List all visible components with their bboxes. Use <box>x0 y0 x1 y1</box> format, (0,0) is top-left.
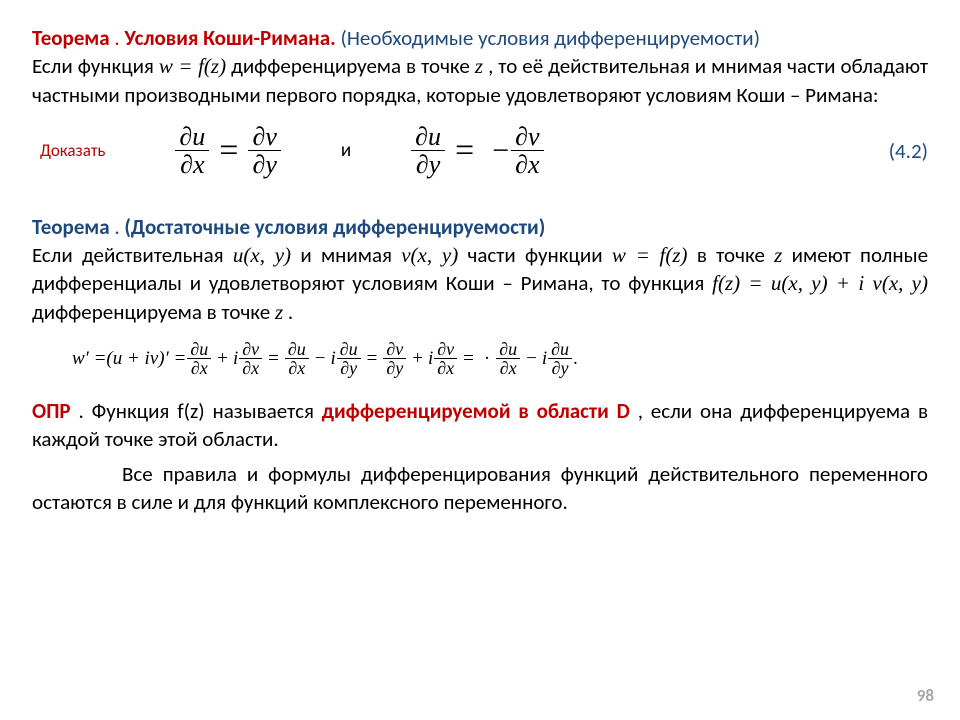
theorem1-label: Теорема <box>32 25 110 51</box>
eq-and: и <box>341 139 351 162</box>
thm1-wfz: w = f(z) <box>159 54 226 78</box>
page-number: 98 <box>917 685 934 706</box>
thm1-body-mid: дифференцируема в точке <box>231 53 475 79</box>
slide-content: Теорема . Условия Коши-Римана. (Необходи… <box>0 0 960 532</box>
prove-label: Доказать <box>40 140 105 161</box>
equation-number: (4.2) <box>889 138 928 164</box>
thm1-body-pre: Если функция <box>32 53 159 79</box>
theorem1: Теорема . Условия Коши-Римана. (Необходи… <box>32 24 928 109</box>
theorem2-subtitle: (Достаточные условия дифференцируемости) <box>124 214 545 240</box>
theorem2-label: Теорема <box>32 214 110 240</box>
theorem1-subtitle: (Необходимые условия дифференцируемости) <box>340 25 760 51</box>
def-term: дифференцируемой в области D <box>322 398 630 424</box>
theorem2: Теорема . (Достаточные условия дифференц… <box>32 213 928 326</box>
equation-4-2: ∂u∂x = ∂v∂y и ∂u∂y =− ∂v∂x <box>175 123 543 179</box>
closing-note: Все правила и формулы дифференцирования … <box>32 460 928 517</box>
definition: ОПР . Функция f(z) называется дифференци… <box>32 397 928 454</box>
equation-4-2-row: Доказать ∂u∂x = ∂v∂y и ∂u∂y =− ∂v∂x (4.2… <box>32 123 928 179</box>
theorem1-name: Условия Коши-Римана. <box>124 25 335 51</box>
def-label: ОПР <box>32 398 71 424</box>
thm1-z: z <box>475 54 483 78</box>
equation-derivative: w′ = (u + iv)′ = ∂u∂x +i ∂v∂x = ∂u∂x −i … <box>72 340 928 377</box>
